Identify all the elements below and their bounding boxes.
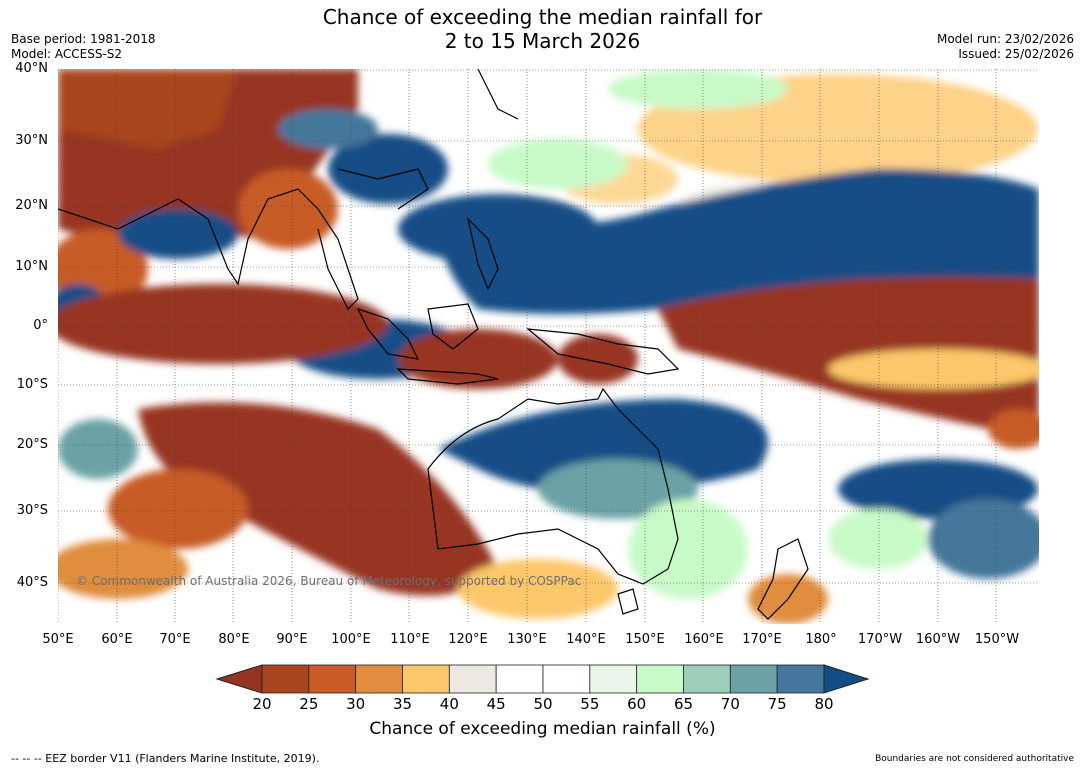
lat-label-30s: 30°S bbox=[16, 503, 48, 518]
colorbar-cell bbox=[402, 664, 450, 694]
colorbar-cell bbox=[636, 664, 684, 694]
colorbar-cell bbox=[261, 664, 310, 694]
eez-note: -- -- -- EEZ border V11 (Flanders Marine… bbox=[11, 752, 320, 765]
map-title: Chance of exceeding the median rainfall … bbox=[0, 5, 1085, 53]
lon-label-100e: 100°E bbox=[331, 632, 371, 647]
lon-label-130e: 130°E bbox=[507, 632, 547, 647]
lat-label-20s: 20°S bbox=[16, 437, 48, 452]
boundary-note: Boundaries are not considered authoritat… bbox=[875, 754, 1074, 764]
colorbar-tick-label: 40 bbox=[439, 695, 459, 713]
colorbar-tick-label: 25 bbox=[299, 695, 319, 713]
colorbar bbox=[215, 664, 870, 694]
tasmania-coast bbox=[617, 588, 639, 615]
new-guinea-coast bbox=[526, 328, 680, 375]
colorbar-cell bbox=[495, 664, 544, 694]
philippines-coast bbox=[466, 217, 499, 291]
colorbar-tick-label: 70 bbox=[720, 695, 740, 713]
colorbar-cell bbox=[308, 664, 357, 694]
lat-label-40s: 40°S bbox=[16, 575, 48, 590]
sumatra-coast bbox=[356, 307, 420, 360]
java-coast bbox=[396, 368, 499, 385]
australia-coast bbox=[427, 387, 679, 585]
lat-label-30n: 30°N bbox=[15, 133, 48, 148]
lon-label-120e: 120°E bbox=[448, 632, 488, 647]
colorbar-label: Chance of exceeding median rainfall (%) bbox=[369, 719, 716, 739]
colorbar-tick-label: 45 bbox=[486, 695, 506, 713]
lon-label-150e: 150°E bbox=[625, 632, 665, 647]
colorbar-tick-label: 55 bbox=[580, 695, 600, 713]
china-coast bbox=[337, 168, 429, 210]
borneo-coast bbox=[427, 303, 479, 350]
japan-coast bbox=[477, 68, 519, 120]
title-line-1: Chance of exceeding the median rainfall … bbox=[322, 5, 763, 29]
lon-label-140e: 140°E bbox=[566, 632, 606, 647]
lon-label-80e: 80°E bbox=[218, 632, 250, 647]
colorbar-cell bbox=[776, 664, 825, 694]
colorbar-tick-label: 20 bbox=[252, 695, 272, 713]
issued-date: Issued: 25/02/2026 bbox=[958, 47, 1074, 61]
colorbar-tick-label: 35 bbox=[392, 695, 413, 713]
lon-label-50e: 50°E bbox=[42, 632, 74, 647]
colorbar-cell bbox=[589, 664, 638, 694]
graticule bbox=[57, 69, 1039, 624]
lat-label-10n: 10°N bbox=[15, 259, 48, 274]
lon-label-110e: 110°E bbox=[390, 632, 430, 647]
colorbar-arrow-high bbox=[823, 664, 870, 694]
lon-label-160w: 160°W bbox=[915, 632, 961, 647]
lon-label-160e: 160°E bbox=[684, 632, 724, 647]
lat-label-20n: 20°N bbox=[15, 198, 48, 213]
colorbar-tick-label: 75 bbox=[767, 695, 787, 713]
colorbar-cell bbox=[683, 664, 731, 694]
lon-label-180: 180° bbox=[805, 632, 837, 647]
colorbar-cell bbox=[448, 664, 497, 694]
south-asia-coast bbox=[57, 188, 359, 311]
colorbar-tick-label: 65 bbox=[673, 695, 694, 713]
colorbar-tick-label: 30 bbox=[346, 695, 366, 713]
model-run: Model run: 23/02/2026 bbox=[936, 32, 1074, 46]
colorbar-tick-label: 60 bbox=[627, 695, 647, 713]
lat-label-10s: 10°S bbox=[16, 377, 48, 392]
colorbar-tick-label: 80 bbox=[814, 695, 834, 713]
new-zealand-coast bbox=[757, 538, 809, 620]
colorbar-cell bbox=[542, 664, 591, 694]
title-line-2: 2 to 15 March 2026 bbox=[444, 29, 641, 53]
lon-label-170w: 170°W bbox=[857, 632, 903, 647]
model-name: Model: ACCESS-S2 bbox=[11, 47, 123, 61]
lon-label-60e: 60°E bbox=[101, 632, 133, 647]
metadata-right: Model run: 23/02/2026 Issued: 25/02/2026 bbox=[937, 32, 1074, 62]
copyright-notice: © Commonwealth of Australia 2026, Bureau… bbox=[76, 574, 582, 588]
metadata-left: Base period: 1981-2018 Model: ACCESS-S2 bbox=[11, 32, 156, 62]
lat-label-0: 0° bbox=[33, 318, 48, 333]
rainfall-map bbox=[48, 68, 1048, 624]
lon-label-150w: 150°W bbox=[974, 632, 1020, 647]
base-period: Base period: 1981-2018 bbox=[11, 32, 156, 46]
colorbar-cell bbox=[355, 664, 403, 694]
colorbar-cell bbox=[729, 664, 778, 694]
colorbar-arrow-low bbox=[215, 664, 263, 694]
lon-label-70e: 70°E bbox=[159, 632, 191, 647]
lon-label-170e: 170°E bbox=[742, 632, 782, 647]
map-canvas bbox=[48, 68, 1048, 624]
rainfall-fields bbox=[48, 69, 1048, 624]
lon-label-90e: 90°E bbox=[276, 632, 308, 647]
colorbar-tick-label: 50 bbox=[533, 695, 553, 713]
lat-label-40n: 40°N bbox=[15, 61, 48, 76]
coastlines bbox=[57, 68, 809, 620]
